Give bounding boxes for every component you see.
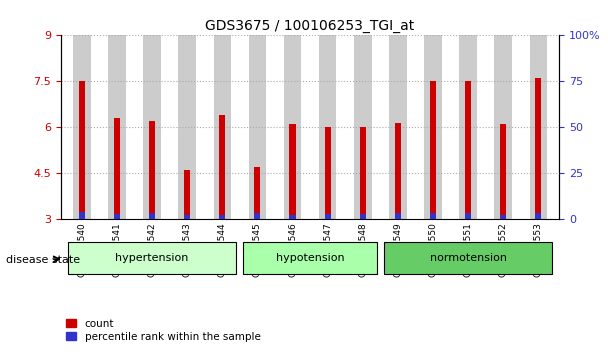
Bar (360, 214, 366, 219)
Bar (254, 167, 260, 219)
Bar (535, 78, 541, 219)
Bar (360, 127, 366, 219)
Bar (178, 35, 196, 219)
Bar (500, 124, 506, 219)
Bar (249, 35, 266, 219)
Bar (319, 35, 336, 219)
Bar (459, 35, 477, 219)
FancyBboxPatch shape (384, 242, 552, 274)
Text: normotension: normotension (430, 253, 506, 263)
Bar (284, 35, 302, 219)
Bar (73, 35, 91, 219)
Bar (354, 35, 371, 219)
Bar (500, 215, 506, 219)
Bar (143, 35, 161, 219)
Bar (149, 213, 155, 219)
Bar (530, 35, 547, 219)
Legend: count, percentile rank within the sample: count, percentile rank within the sample (66, 319, 261, 342)
Bar (219, 115, 226, 219)
Bar (149, 121, 155, 219)
Bar (219, 215, 226, 219)
Bar (114, 214, 120, 219)
Bar (254, 213, 260, 219)
Bar (430, 213, 436, 219)
Text: hypertension: hypertension (116, 253, 188, 263)
Bar (465, 213, 471, 219)
Bar (325, 214, 331, 219)
Bar (325, 127, 331, 219)
Bar (114, 118, 120, 219)
Bar (395, 123, 401, 219)
Bar (289, 215, 295, 219)
Title: GDS3675 / 100106253_TGI_at: GDS3675 / 100106253_TGI_at (206, 19, 415, 33)
Bar (424, 35, 442, 219)
Bar (213, 35, 231, 219)
Bar (389, 35, 407, 219)
Bar (184, 216, 190, 219)
Bar (494, 35, 512, 219)
FancyBboxPatch shape (243, 242, 377, 274)
Bar (79, 212, 85, 219)
FancyBboxPatch shape (68, 242, 237, 274)
Text: hypotension: hypotension (276, 253, 344, 263)
Bar (395, 213, 401, 219)
Bar (79, 81, 85, 219)
Text: disease state: disease state (6, 255, 80, 265)
Bar (108, 35, 126, 219)
Bar (289, 124, 295, 219)
Bar (430, 81, 436, 219)
Bar (465, 81, 471, 219)
Bar (184, 170, 190, 219)
Bar (535, 213, 541, 219)
